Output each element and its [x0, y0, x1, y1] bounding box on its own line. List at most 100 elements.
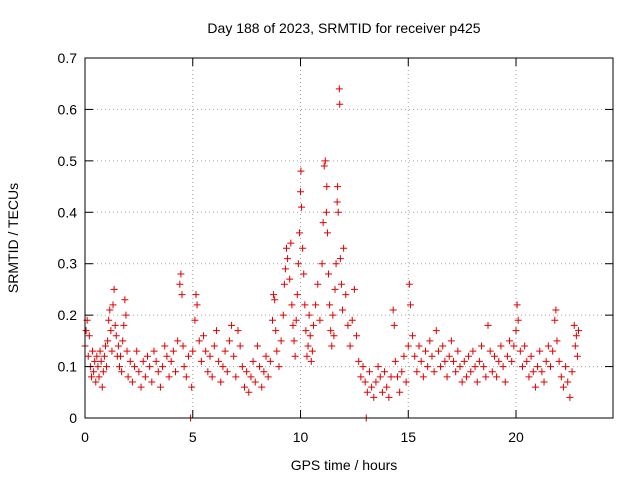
y-tick-label: 0.5	[58, 153, 78, 169]
data-point	[402, 378, 410, 386]
data-point	[445, 352, 453, 360]
data-point	[294, 260, 302, 268]
data-point	[552, 306, 560, 314]
data-point	[115, 363, 123, 371]
data-point	[564, 378, 572, 386]
data-point	[210, 342, 218, 350]
data-point	[122, 311, 130, 319]
data-point	[260, 368, 268, 376]
data-point	[473, 378, 481, 386]
data-point	[169, 347, 177, 355]
data-point	[450, 357, 458, 365]
data-point	[256, 363, 264, 371]
data-point	[372, 378, 380, 386]
data-point	[238, 363, 246, 371]
data-point	[572, 332, 580, 340]
data-point	[193, 301, 201, 309]
data-point	[426, 337, 434, 345]
data-point	[308, 347, 316, 355]
data-point	[447, 337, 455, 345]
y-tick-label: 0.3	[58, 256, 78, 272]
data-point	[275, 363, 283, 371]
data-point	[346, 342, 354, 350]
data-point	[98, 383, 106, 391]
data-point	[161, 342, 169, 350]
data-point	[350, 285, 358, 293]
data-point	[230, 352, 238, 360]
data-point	[312, 301, 320, 309]
data-point	[387, 373, 395, 381]
data-point	[404, 342, 412, 350]
data-point	[306, 332, 314, 340]
data-point	[197, 357, 205, 365]
y-tick-label: 0.7	[58, 50, 78, 66]
data-point	[178, 291, 186, 299]
data-point	[374, 363, 382, 371]
data-point	[336, 100, 344, 108]
grid	[85, 58, 613, 418]
data-point	[297, 188, 305, 196]
data-point	[462, 373, 470, 381]
data-point	[575, 327, 583, 335]
data-point	[85, 332, 93, 340]
data-point	[334, 208, 342, 216]
data-point	[139, 357, 147, 365]
data-point	[342, 291, 350, 299]
data-point	[325, 270, 333, 278]
data-point	[172, 368, 180, 376]
data-point	[287, 239, 295, 247]
data-point	[523, 357, 531, 365]
data-point	[490, 352, 498, 360]
data-point	[291, 352, 299, 360]
data-point	[123, 347, 131, 355]
data-point	[208, 373, 216, 381]
data-point	[417, 357, 425, 365]
data-point	[277, 337, 285, 345]
data-point	[99, 368, 107, 376]
data-point	[176, 280, 184, 288]
data-point	[101, 342, 109, 350]
data-point	[299, 244, 307, 252]
data-point	[493, 373, 501, 381]
data-point	[398, 368, 406, 376]
data-point	[513, 301, 521, 309]
data-point	[212, 327, 220, 335]
data-point	[381, 368, 389, 376]
data-point	[521, 342, 529, 350]
data-point	[555, 357, 563, 365]
data-point	[251, 378, 259, 386]
data-point	[551, 316, 559, 324]
data-point	[503, 352, 511, 360]
data-point	[452, 368, 460, 376]
data-point	[339, 306, 347, 314]
data-point	[225, 337, 233, 345]
data-point	[413, 368, 421, 376]
data-point	[570, 321, 578, 329]
data-point	[152, 357, 160, 365]
data-point	[117, 352, 125, 360]
data-point	[219, 363, 227, 371]
data-point	[553, 337, 561, 345]
data-point	[319, 219, 327, 227]
data-point	[217, 378, 225, 386]
data-point	[292, 316, 300, 324]
data-point	[268, 316, 276, 324]
data-point	[191, 316, 199, 324]
y-axis-label: SRMTID / TECUs	[5, 183, 21, 293]
data-point	[96, 347, 104, 355]
data-point	[340, 244, 348, 252]
data-point	[538, 368, 546, 376]
data-point	[264, 373, 272, 381]
data-point	[109, 301, 117, 309]
data-point	[107, 327, 115, 335]
data-points	[81, 85, 583, 422]
data-point	[406, 301, 414, 309]
data-point	[529, 368, 537, 376]
data-point	[376, 373, 384, 381]
data-point	[258, 383, 266, 391]
data-point	[337, 280, 345, 288]
data-point	[327, 327, 335, 335]
data-point	[331, 285, 339, 293]
data-point	[221, 347, 229, 355]
data-point	[495, 357, 503, 365]
